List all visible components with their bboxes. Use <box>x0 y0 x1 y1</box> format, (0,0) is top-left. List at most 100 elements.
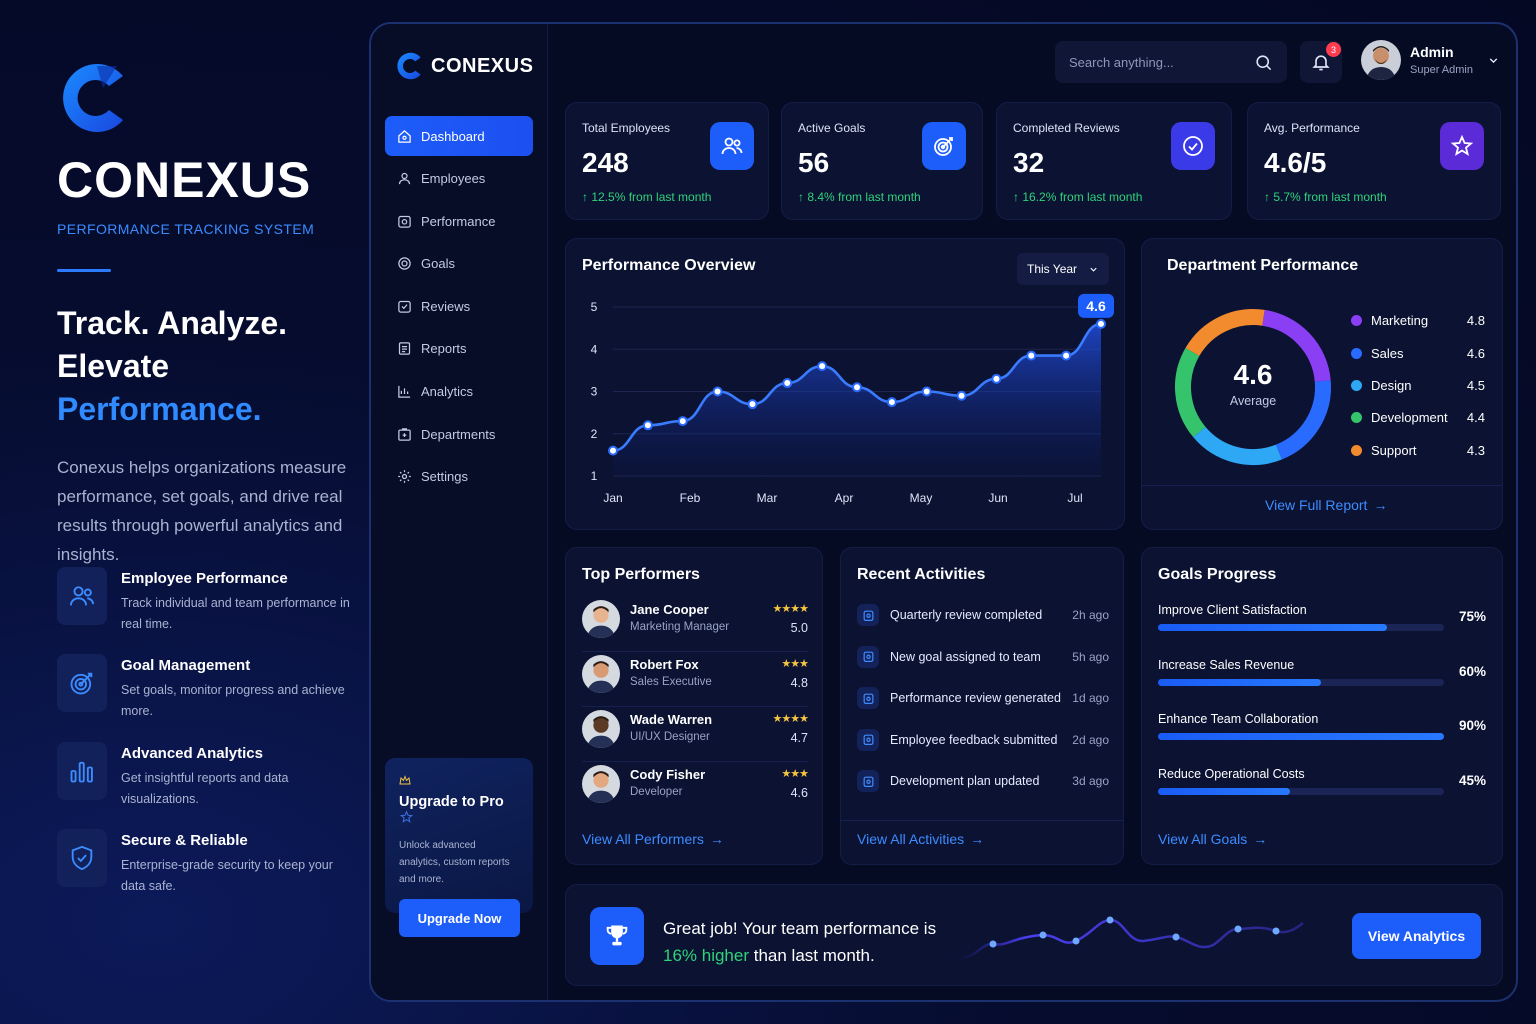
goal-row[interactable]: Increase Sales Revenue 60% <box>1158 658 1486 712</box>
legend-label: Support <box>1371 443 1417 458</box>
data-point <box>679 417 687 425</box>
stat-value: 248 <box>582 147 629 179</box>
user-profile-menu[interactable]: Admin Super Admin <box>1361 40 1500 80</box>
search-icon[interactable] <box>1254 53 1273 72</box>
activity-row[interactable]: Quarterly review completed 2h ago <box>857 594 1109 636</box>
notifications-button[interactable]: 3 <box>1300 41 1342 83</box>
donut-center-value: 4.6 <box>1168 359 1338 391</box>
legend-label: Design <box>1371 378 1411 393</box>
legend-item-sales: Sales 4.6 <box>1351 343 1485 363</box>
performance-icon <box>396 213 412 229</box>
activity-row[interactable]: New goal assigned to team 5h ago <box>857 636 1109 678</box>
sidebar-item-settings[interactable]: Settings <box>385 457 533 497</box>
x-tick-label: Feb <box>680 491 701 505</box>
goal-row[interactable]: Reduce Operational Costs 45% <box>1158 767 1486 821</box>
view-analytics-button[interactable]: View Analytics <box>1352 913 1481 959</box>
department-performance-card: Department Performance 4.6 Average Marke… <box>1141 238 1503 530</box>
banner-message: Great job! Your team performance is 16% … <box>663 915 936 969</box>
activity-row[interactable]: Development plan updated 3d ago <box>857 760 1109 802</box>
sidebar-item-reviews[interactable]: Reviews <box>385 286 533 326</box>
x-tick-label: Jan <box>603 491 622 505</box>
activity-row[interactable]: Employee feedback submitted 2d ago <box>857 719 1109 761</box>
legend-value: 4.4 <box>1467 410 1485 425</box>
sidebar-item-performance[interactable]: Performance <box>385 201 533 241</box>
rating-stars: ★★★★ <box>773 712 808 725</box>
stat-card[interactable]: Total Employees 248 ↑ 12.5% from last mo… <box>565 102 769 220</box>
performer-role: Marketing Manager <box>630 621 729 633</box>
legend-value: 4.5 <box>1467 378 1485 393</box>
sidebar-item-goals[interactable]: Goals <box>385 244 533 284</box>
sidebar-item-label: Goals <box>421 256 455 271</box>
feature-item: Secure & Reliable Enterprise-grade secur… <box>57 829 351 897</box>
stat-label: Avg. Performance <box>1264 121 1360 135</box>
x-tick-label: Apr <box>835 491 854 505</box>
view-all-activities-link[interactable]: View All Activities → <box>857 831 984 847</box>
search-input[interactable] <box>1069 55 1254 70</box>
goal-row[interactable]: Improve Client Satisfaction 75% <box>1158 603 1486 657</box>
stat-card[interactable]: Completed Reviews 32 ↑ 16.2% from last m… <box>996 102 1232 220</box>
recent-activities-card: Recent Activities Quarterly review compl… <box>840 547 1124 865</box>
view-all-performers-link[interactable]: View All Performers → <box>582 831 724 847</box>
performer-row[interactable]: Wade Warren UI/UX Designer ★★★★ 4.7 <box>582 708 808 762</box>
avatar <box>582 600 620 638</box>
performer-row[interactable]: Jane Cooper Marketing Manager ★★★★ 5.0 <box>582 598 808 652</box>
x-tick-label: Jun <box>988 491 1007 505</box>
feature-item: Advanced Analytics Get insightful report… <box>57 742 351 810</box>
legend-item-support: Support 4.3 <box>1351 440 1485 460</box>
y-tick-label: 4 <box>591 342 598 356</box>
legend-item-design: Design 4.5 <box>1351 375 1485 395</box>
sidebar-item-employees[interactable]: Employees <box>385 159 533 199</box>
feature-title: Employee Performance <box>121 570 351 587</box>
sidebar-brand[interactable]: CONEXUS <box>395 50 533 82</box>
view-full-report-link[interactable]: View Full Report → <box>1265 497 1387 513</box>
performer-row[interactable]: Cody Fisher Developer ★★★ 4.6 <box>582 763 808 817</box>
activity-time: 2h ago <box>1072 608 1109 622</box>
promo-brand: CONEXUS <box>57 155 370 205</box>
data-point <box>1097 320 1105 328</box>
y-tick-label: 5 <box>591 300 598 314</box>
performer-role: UI/UX Designer <box>630 731 710 743</box>
avatar <box>1361 40 1401 80</box>
stat-delta: ↑ 16.2% from last month <box>1013 190 1142 204</box>
sidebar-item-analytics[interactable]: Analytics <box>385 372 533 412</box>
avatar <box>582 765 620 803</box>
sidebar-item-dashboard[interactable]: Dashboard <box>385 116 533 156</box>
activity-row[interactable]: Performance review generated 1d ago <box>857 677 1109 719</box>
legend-label: Development <box>1371 410 1448 425</box>
feature-desc: Enterprise-grade security to keep your d… <box>121 855 351 897</box>
sidebar-item-label: Departments <box>421 427 495 442</box>
legend-dot <box>1351 380 1362 391</box>
analytics-icon <box>396 384 412 400</box>
performer-name: Robert Fox <box>630 657 699 672</box>
headline-accent: Performance. <box>57 391 262 427</box>
data-point <box>992 375 1000 383</box>
search-bar <box>1055 41 1287 83</box>
stat-value: 56 <box>798 147 829 179</box>
stat-card[interactable]: Active Goals 56 ↑ 8.4% from last month <box>781 102 983 220</box>
goal-row[interactable]: Enhance Team Collaboration 90% <box>1158 712 1486 766</box>
stat-card[interactable]: Avg. Performance 4.6/5 ↑ 5.7% from last … <box>1247 102 1501 220</box>
upgrade-now-button[interactable]: Upgrade Now <box>399 899 520 937</box>
legend-dot <box>1351 315 1362 326</box>
stat-value: 32 <box>1013 147 1044 179</box>
activity-text: Quarterly review completed <box>890 608 1072 622</box>
stat-value: 4.6/5 <box>1264 147 1326 179</box>
x-tick-label: May <box>910 491 933 505</box>
goal-percent: 60% <box>1459 664 1486 679</box>
crown-icon <box>399 775 411 785</box>
stat-delta: ↑ 12.5% from last month <box>582 190 711 204</box>
view-all-goals-link[interactable]: View All Goals → <box>1158 831 1267 847</box>
sidebar-item-departments[interactable]: Departments <box>385 414 533 454</box>
performer-name: Jane Cooper <box>630 602 709 617</box>
stat-label: Active Goals <box>798 121 865 135</box>
upgrade-title: Upgrade to Pro <box>399 794 519 827</box>
promo-headline: Track. Analyze. Elevate Performance. <box>57 302 370 431</box>
performer-row[interactable]: Robert Fox Sales Executive ★★★ 4.8 <box>582 653 808 707</box>
goals-icon <box>396 256 412 272</box>
target-icon <box>57 654 107 712</box>
sidebar-item-reports[interactable]: Reports <box>385 329 533 369</box>
goal-progress-fill <box>1158 733 1444 740</box>
conexus-logo-icon <box>395 50 423 82</box>
performer-role: Developer <box>630 786 682 798</box>
data-point <box>609 447 617 455</box>
